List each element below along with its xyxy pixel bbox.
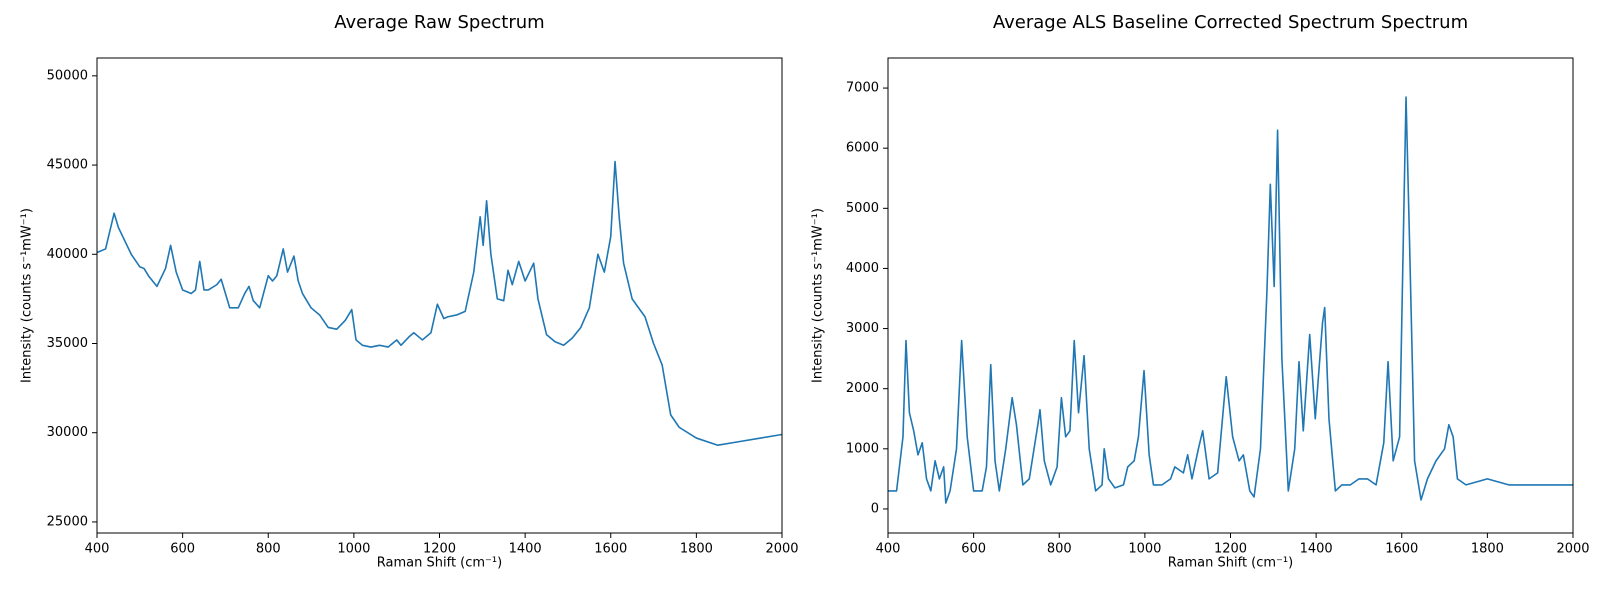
axes-frame [96, 57, 783, 534]
y-tick-label: 25000 [47, 514, 88, 529]
y-tick-label: 2000 [846, 381, 879, 396]
y-tick-label: 4000 [846, 261, 879, 276]
chart-title: Average ALS Baseline Corrected Spectrum … [993, 12, 1468, 33]
x-tick-label: 1000 [337, 542, 370, 557]
y-tick-label: 0 [871, 501, 879, 516]
y-tick-label: 7000 [846, 81, 879, 96]
y-tick-label: 35000 [47, 336, 88, 351]
y-tick-label: 1000 [846, 441, 879, 456]
axes-frame [887, 57, 1574, 534]
x-tick-label: 1800 [680, 542, 713, 557]
spectrum-line [888, 96, 1573, 504]
x-tick-label: 400 [876, 542, 901, 557]
y-tick-label: 30000 [47, 425, 88, 440]
y-tick-label: 45000 [47, 158, 88, 173]
x-axis-label: Raman Shift (cm⁻¹) [1168, 556, 1293, 571]
y-axis-label: Intensity (counts s⁻¹mW⁻¹) [20, 208, 35, 383]
x-tick-label: 1400 [509, 542, 542, 557]
x-tick-label: 600 [961, 542, 986, 557]
x-tick-label: 400 [85, 542, 110, 557]
x-tick-label: 800 [1047, 542, 1072, 557]
y-tick-label: 3000 [846, 321, 879, 336]
y-tick-label: 40000 [47, 247, 88, 262]
x-tick-label: 2000 [765, 542, 798, 557]
plot-area [888, 96, 1573, 504]
x-tick-label: 600 [170, 542, 195, 557]
x-tick-label: 1800 [1471, 542, 1504, 557]
y-tick-label: 5000 [846, 201, 879, 216]
x-tick-label: 1200 [1214, 542, 1247, 557]
x-axis-label: Raman Shift (cm⁻¹) [377, 556, 502, 571]
x-tick-label: 1600 [1385, 542, 1418, 557]
chart-title: Average Raw Spectrum [334, 12, 544, 33]
plot-area [97, 160, 782, 447]
x-tick-label: 800 [256, 542, 281, 557]
x-tick-label: 1200 [423, 542, 456, 557]
x-tick-label: 2000 [1556, 542, 1589, 557]
y-axis-label: Intensity (counts s⁻¹mW⁻¹) [811, 208, 826, 383]
y-tick-label: 50000 [47, 68, 88, 83]
spectrum-line [97, 160, 782, 447]
x-tick-label: 1600 [594, 542, 627, 557]
x-tick-label: 1000 [1128, 542, 1161, 557]
y-tick-label: 6000 [846, 141, 879, 156]
x-tick-label: 1400 [1300, 542, 1333, 557]
